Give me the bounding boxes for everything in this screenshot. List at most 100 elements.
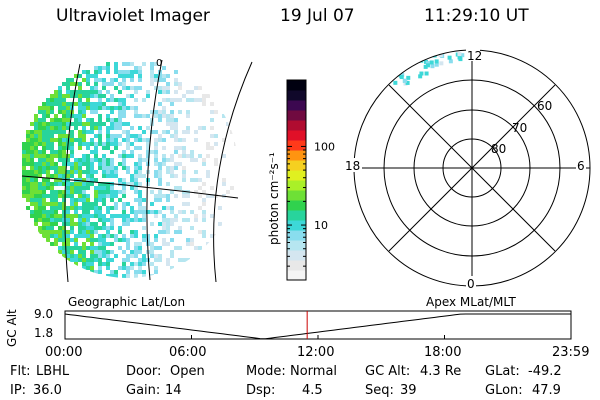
emission-pixel xyxy=(166,158,170,162)
emission-pixel xyxy=(114,190,118,194)
emission-pixel xyxy=(54,94,58,98)
emission-pixel xyxy=(110,190,114,194)
emission-pixel xyxy=(34,130,38,134)
emission-pixel xyxy=(70,142,74,146)
emission-pixel xyxy=(146,154,150,158)
emission-pixel xyxy=(50,162,54,166)
emission-pixel xyxy=(182,194,186,198)
emission-pixel xyxy=(186,130,190,134)
emission-pixel xyxy=(174,78,178,82)
emission-pixel xyxy=(106,62,110,66)
emission-pixel xyxy=(86,202,90,206)
emission-pixel xyxy=(214,162,218,166)
emission-pixel xyxy=(134,106,138,110)
emission-pixel xyxy=(42,218,46,222)
emission-pixel xyxy=(126,70,130,74)
emission-pixel xyxy=(90,90,94,94)
emission-pixel xyxy=(110,174,114,178)
emission-pixel xyxy=(34,134,38,138)
emission-pixel xyxy=(130,150,134,154)
emission-pixel xyxy=(62,214,66,218)
emission-pixel xyxy=(66,182,70,186)
emission-pixel xyxy=(106,230,110,234)
emission-pixel xyxy=(130,218,134,222)
emission-pixel xyxy=(78,194,82,198)
emission-pixel xyxy=(98,134,102,138)
emission-pixel xyxy=(22,146,26,150)
emission-pixel xyxy=(42,210,46,214)
emission-pixel xyxy=(94,90,98,94)
emission-pixel xyxy=(122,218,126,222)
emission-pixel xyxy=(62,110,66,114)
emission-pixel xyxy=(78,130,82,134)
emission-pixel xyxy=(98,266,102,270)
emission-pixel xyxy=(42,186,46,190)
emission-pixel xyxy=(420,54,425,59)
emission-pixel xyxy=(158,118,162,122)
emission-pixel xyxy=(419,71,424,76)
emission-pixel xyxy=(50,146,54,150)
emission-pixel xyxy=(150,262,154,266)
colorbar-cell xyxy=(287,210,306,221)
emission-pixel xyxy=(158,246,162,250)
emission-pixel xyxy=(114,134,118,138)
emission-pixel xyxy=(86,178,90,182)
emission-pixel xyxy=(150,78,154,82)
emission-pixel xyxy=(234,142,238,146)
emission-pixel xyxy=(62,106,66,110)
emission-pixel xyxy=(206,142,210,146)
emission-pixel xyxy=(166,242,170,246)
altitude-curve xyxy=(64,313,571,340)
emission-pixel xyxy=(78,158,82,162)
emission-pixel xyxy=(62,210,66,214)
emission-pixel xyxy=(82,138,86,142)
emission-pixel xyxy=(202,190,206,194)
emission-pixel xyxy=(54,138,58,142)
emission-pixel xyxy=(158,86,162,90)
emission-pixel xyxy=(102,190,106,194)
emission-pixel xyxy=(54,178,58,182)
emission-pixel xyxy=(178,162,182,166)
emission-pixel xyxy=(62,174,66,178)
emission-pixel xyxy=(118,198,122,202)
emission-pixel xyxy=(78,206,82,210)
emission-pixel xyxy=(186,194,190,198)
emission-pixel xyxy=(162,90,166,94)
emission-pixel xyxy=(178,82,182,86)
emission-pixel xyxy=(94,254,98,258)
emission-pixel xyxy=(114,270,118,274)
emission-pixel xyxy=(90,74,94,78)
emission-pixel xyxy=(138,270,142,274)
emission-pixel xyxy=(178,226,182,230)
emission-pixel xyxy=(122,262,126,266)
emission-pixel xyxy=(130,142,134,146)
emission-pixel xyxy=(62,206,66,210)
emission-pixel xyxy=(106,262,110,266)
emission-pixel xyxy=(78,230,82,234)
emission-pixel xyxy=(150,222,154,226)
emission-pixel xyxy=(62,178,66,182)
emission-pixel xyxy=(22,154,26,158)
emission-pixel xyxy=(154,62,158,66)
emission-pixel xyxy=(170,110,174,114)
emission-pixel xyxy=(86,198,90,202)
emission-pixel xyxy=(74,182,78,186)
emission-pixel xyxy=(210,234,214,238)
emission-pixel xyxy=(186,242,190,246)
emission-pixel xyxy=(426,52,431,57)
emission-pixel xyxy=(62,246,66,250)
emission-pixel xyxy=(158,258,162,262)
emission-pixel xyxy=(162,162,166,166)
colorbar-cell xyxy=(287,250,306,261)
emission-pixel xyxy=(134,274,138,278)
emission-pixel xyxy=(138,66,142,70)
emission-pixel xyxy=(82,178,86,182)
emission-pixel xyxy=(102,238,106,242)
emission-pixel xyxy=(78,170,82,174)
emission-pixel xyxy=(26,190,30,194)
mlt-label-12: 12 xyxy=(467,49,482,63)
emission-pixel xyxy=(86,122,90,126)
emission-pixel xyxy=(62,234,66,238)
emission-pixel xyxy=(122,102,126,106)
